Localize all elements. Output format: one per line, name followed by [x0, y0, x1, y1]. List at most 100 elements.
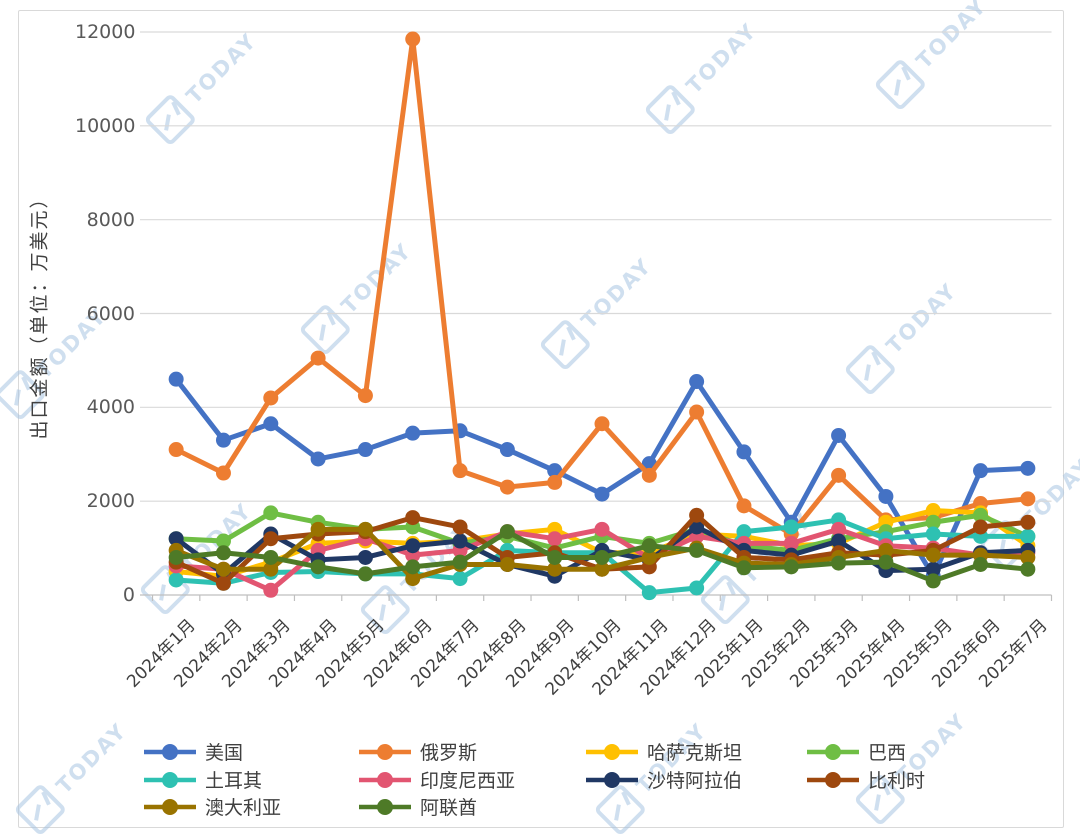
legend-marker-icon	[144, 798, 196, 815]
series-marker	[357, 521, 373, 537]
legend-label: 哈萨克斯坦	[647, 742, 743, 764]
series-marker	[783, 559, 799, 575]
series-marker	[1020, 528, 1036, 544]
series-marker	[1020, 561, 1036, 577]
series-marker	[689, 580, 705, 596]
series-marker	[263, 582, 279, 598]
series-marker	[357, 388, 373, 404]
legend-item: 土耳其	[143, 766, 262, 793]
series-marker	[168, 371, 184, 387]
legend-label: 阿联酋	[420, 797, 478, 819]
series-marker	[925, 561, 941, 577]
series-marker	[641, 585, 657, 601]
series-marker	[405, 425, 421, 441]
series-marker	[689, 542, 705, 558]
y-tick-label: 4000	[86, 396, 135, 419]
y-tick-label: 0	[122, 584, 135, 606]
series-marker	[1020, 491, 1036, 507]
series-marker	[405, 538, 421, 554]
legend-label: 印度尼西亚	[420, 770, 516, 792]
series-marker	[594, 561, 610, 577]
series-marker	[831, 555, 847, 571]
series-marker	[405, 571, 421, 587]
series-marker	[263, 549, 279, 565]
series-marker	[689, 507, 705, 523]
series-marker	[310, 350, 326, 366]
series-marker	[783, 535, 799, 551]
series-marker	[168, 572, 184, 588]
legend-item: 阿联酋	[358, 793, 477, 820]
series-marker	[405, 559, 421, 575]
series-marker	[878, 554, 894, 570]
series-marker	[452, 519, 468, 535]
y-tick-label: 6000	[86, 302, 135, 325]
series-marker	[831, 521, 847, 537]
y-tick-label: 12000	[75, 21, 136, 43]
series-marker	[215, 545, 231, 561]
series-marker	[499, 479, 515, 495]
series-marker	[263, 531, 279, 547]
series-marker	[783, 519, 799, 535]
series-marker	[878, 542, 894, 558]
legend-label: 澳大利亚	[205, 797, 282, 819]
series-marker	[357, 442, 373, 458]
series-marker	[925, 547, 941, 563]
legend-label: 巴西	[868, 742, 907, 764]
legend-item: 巴西	[806, 738, 906, 765]
series-marker	[215, 575, 231, 591]
series-marker	[878, 488, 894, 504]
legend-label: 土耳其	[205, 770, 263, 792]
series-marker	[499, 557, 515, 573]
legend-marker-icon	[359, 743, 411, 760]
series-marker	[310, 451, 326, 467]
series-marker	[310, 559, 326, 575]
y-axis-title: 出口金额（单位：万美元）	[28, 187, 51, 440]
series-marker	[594, 486, 610, 502]
series-marker	[594, 416, 610, 432]
series-marker	[168, 549, 184, 565]
legend-marker-icon	[144, 771, 196, 788]
series-marker	[641, 549, 657, 565]
series-marker	[405, 510, 421, 526]
series-marker	[641, 538, 657, 554]
series-marker	[1020, 549, 1036, 565]
series-marker	[547, 531, 563, 547]
legend-item: 比利时	[806, 766, 925, 793]
legend-label: 沙特阿拉伯	[647, 770, 743, 792]
series-marker	[263, 505, 279, 521]
series-marker	[452, 571, 468, 587]
series-marker	[547, 561, 563, 577]
series-marker	[357, 566, 373, 582]
series-marker	[547, 549, 563, 565]
y-tick-label: 10000	[75, 114, 136, 137]
series-marker	[925, 526, 941, 542]
series-marker	[168, 531, 184, 547]
series-marker	[215, 533, 231, 549]
series-marker	[263, 390, 279, 406]
series-marker	[310, 521, 326, 537]
series-marker	[973, 557, 989, 573]
series-marker	[263, 416, 279, 432]
legend-item: 澳大利亚	[143, 793, 281, 820]
series-marker	[499, 524, 515, 540]
series-marker	[357, 549, 373, 565]
series-marker	[594, 521, 610, 537]
legend-marker-icon	[144, 743, 196, 760]
series-marker	[689, 519, 705, 535]
series-marker	[973, 519, 989, 535]
series-marker	[925, 503, 941, 519]
y-tick-label: 8000	[86, 208, 135, 231]
legend-marker-icon	[359, 798, 411, 815]
y-tick-label: 2000	[86, 490, 135, 513]
series-marker	[1020, 514, 1036, 530]
legend-marker-icon	[586, 771, 638, 788]
series-marker	[831, 467, 847, 483]
series-marker	[736, 524, 752, 540]
legend-item: 印度尼西亚	[358, 766, 515, 793]
legend-label: 俄罗斯	[420, 742, 478, 764]
series-marker	[1020, 460, 1036, 476]
series-marker	[689, 404, 705, 420]
series-line	[173, 36, 1031, 537]
